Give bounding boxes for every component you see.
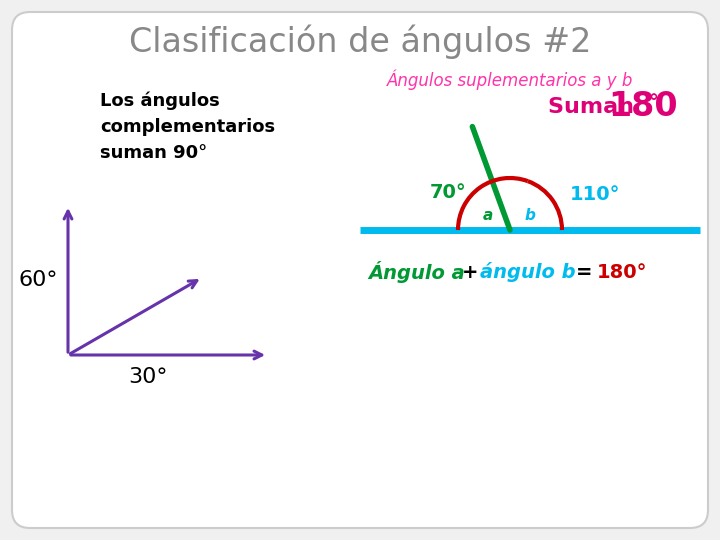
Text: +: + [462,262,485,281]
Text: b: b [525,208,536,224]
Text: =: = [576,262,599,281]
Text: Los ángulos
complementarios
suman 90°: Los ángulos complementarios suman 90° [100,92,275,162]
Text: ángulo b: ángulo b [480,262,582,282]
Text: 70°: 70° [430,183,467,201]
Text: 180°: 180° [597,262,647,281]
Text: Suman: Suman [548,97,642,117]
Text: Clasificación de ángulos #2: Clasificación de ángulos #2 [129,25,591,59]
Text: 60°: 60° [18,270,58,290]
Text: 180: 180 [608,91,678,124]
Text: a: a [483,208,493,224]
FancyBboxPatch shape [12,12,708,528]
Text: Ángulo a: Ángulo a [368,261,472,283]
Text: Ángulos suplementarios a y b: Ángulos suplementarios a y b [387,70,633,90]
Text: 110°: 110° [570,186,620,205]
Text: 30°: 30° [128,367,168,387]
Text: °: ° [648,93,658,112]
